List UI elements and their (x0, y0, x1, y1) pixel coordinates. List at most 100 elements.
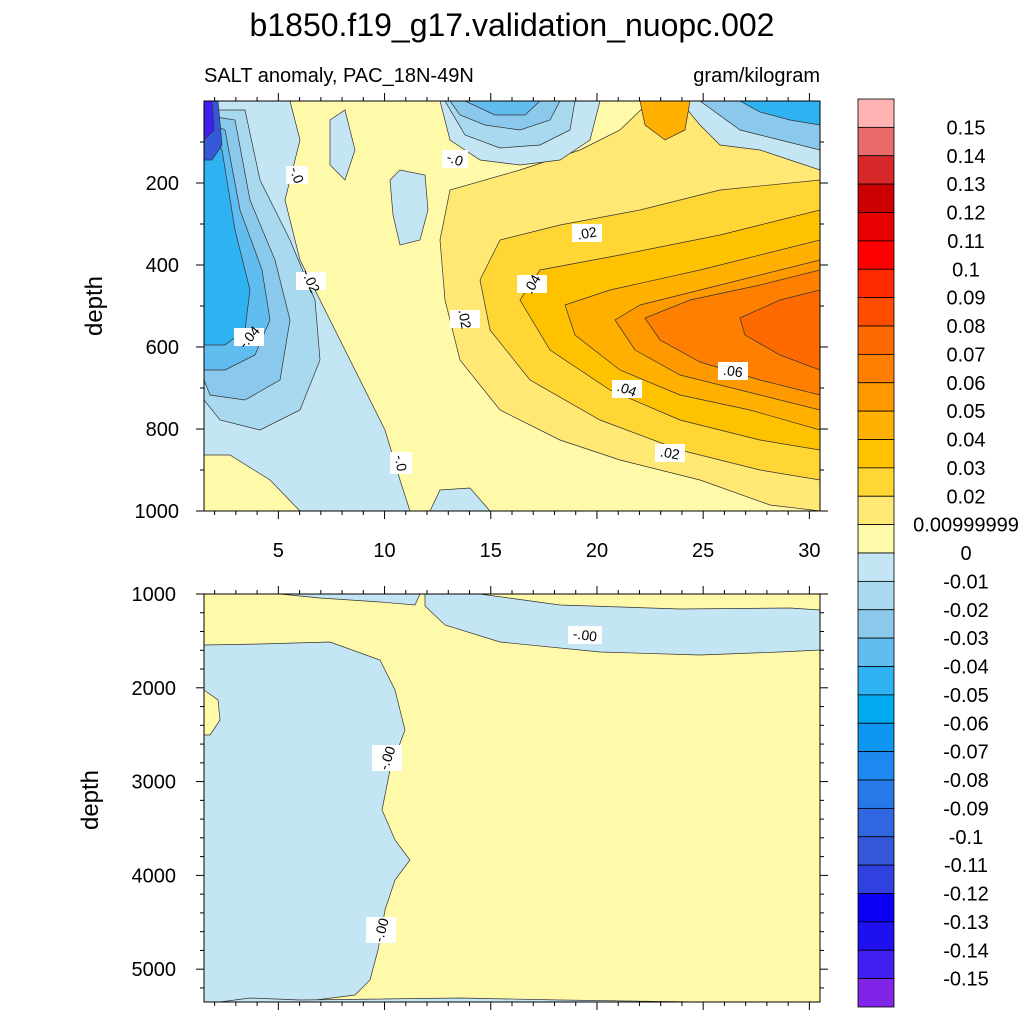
colorbar-swatch (857, 779, 895, 809)
colorbar-swatch (857, 297, 895, 327)
svg-text:-.00: -.00 (572, 625, 598, 644)
x-tick-label: 10 (373, 540, 395, 562)
colorbar-swatch (857, 353, 895, 384)
colorbar-label: 0.05 (947, 401, 986, 423)
colorbar-swatch (857, 155, 895, 185)
chart-subtitle-left: SALT anomaly, PAC_18N-49N (204, 65, 474, 87)
colorbar-swatch (857, 836, 895, 866)
top-y-axis-label: depth (81, 276, 108, 336)
colorbar-swatch (857, 552, 895, 582)
x-tick-label: 25 (692, 540, 714, 562)
colorbar-swatch (857, 240, 895, 270)
svg-text:.02: .02 (659, 443, 681, 462)
colorbar-label: 0.11 (947, 231, 984, 253)
y-tick-label: 5000 (132, 959, 177, 981)
colorbar-swatch (857, 807, 895, 838)
contour-band (644, 269, 820, 396)
colorbar-label: 0 (960, 543, 971, 565)
colorbar-label: -0.09 (943, 798, 989, 820)
colorbar-label: 0.06 (947, 373, 986, 395)
colorbar-swatch (857, 495, 895, 526)
colorbar-label: 0.13 (947, 174, 986, 196)
contour-label: .04 (612, 378, 642, 400)
contour-band (204, 124, 251, 346)
colorbar-swatch (857, 98, 895, 128)
contour-band (464, 101, 541, 116)
colorbar-label: 0.03 (947, 458, 986, 480)
colorbar-swatch (857, 893, 895, 923)
colorbar-label: 0.07 (947, 344, 986, 366)
contour-label: -.00 (568, 625, 602, 645)
colorbar-swatch (857, 864, 895, 894)
colorbar-label: -0.01 (943, 571, 989, 593)
contour-label: .02 (572, 223, 602, 243)
colorbar-label: -0.15 (943, 969, 989, 991)
bottom-y-axis-label: depth (77, 770, 104, 830)
svg-text:-.00: -.00 (370, 916, 392, 944)
x-tick-label: 15 (480, 540, 502, 562)
svg-text:.04: .04 (615, 378, 639, 400)
colorbar-label: 0.09 (947, 288, 986, 310)
colorbar-label: 0.02 (947, 486, 986, 508)
svg-text:.02: .02 (576, 223, 598, 242)
colorbar-swatch (857, 580, 895, 611)
y-tick-label: 1000 (132, 584, 177, 606)
y-tick-label: 400 (146, 255, 179, 277)
colorbar-swatch (857, 524, 895, 554)
contour-band (204, 689, 221, 736)
y-tick-label: 3000 (132, 772, 177, 794)
colorbar-swatch (857, 637, 895, 667)
colorbar-label: -0.11 (944, 855, 988, 877)
contour-band (639, 101, 691, 141)
colorbar-label: 0.1 (952, 259, 980, 281)
y-tick-label: 800 (146, 419, 179, 441)
colorbar-label: -0.13 (943, 912, 989, 934)
colorbar-swatch (857, 439, 895, 469)
x-tick-label: 20 (586, 540, 608, 562)
contour-band (279, 594, 421, 606)
colorbar-label: -0.14 (943, 940, 989, 962)
svg-text:.06: .06 (722, 362, 744, 381)
colorbar-label: 0.08 (947, 316, 986, 338)
contour-band (219, 997, 701, 1002)
top-contour-fill (204, 101, 820, 511)
contour-band (739, 101, 820, 126)
bottom-panel: -.00 -.00 -.00 depth 1000 2000 3000 4000 500… (77, 584, 828, 1010)
x-tick-label: 30 (798, 540, 820, 562)
bottom-contour-fill (204, 594, 820, 1002)
colorbar-label: -0.1 (949, 827, 983, 849)
contour-band (204, 101, 215, 141)
chart-title: b1850.f19_g17.validation_nuopc.002 (250, 7, 775, 43)
contour-band (329, 109, 356, 181)
y-tick-label: 4000 (132, 865, 177, 887)
colorbar-swatch (857, 382, 895, 412)
contour-band (389, 169, 429, 246)
svg-text:-.00: -.00 (375, 744, 398, 772)
colorbar-swatch (857, 751, 895, 781)
colorbar-label: -0.08 (943, 770, 989, 792)
contour-label: .02 (655, 443, 685, 463)
svg-text:.02: .02 (455, 308, 474, 330)
contour-label: -.0 (442, 149, 468, 169)
colorbar-label: 0.14 (947, 146, 986, 168)
contour-band (204, 454, 301, 511)
contour-band (429, 487, 491, 511)
svg-text:-.0: -.0 (392, 454, 411, 473)
colorbar-label: -0.06 (943, 713, 989, 735)
y-tick-label: 1000 (135, 501, 180, 523)
contour-label: .06 (718, 362, 748, 381)
contour-band (204, 641, 411, 1002)
colorbar-swatch (857, 722, 895, 753)
colorbar-swatch (857, 183, 895, 213)
colorbar-label: -0.02 (943, 600, 989, 622)
contour-band (430, 594, 820, 610)
colorbar-swatch (857, 325, 895, 355)
colorbar-label: -0.03 (943, 628, 989, 650)
contour-band (739, 289, 820, 371)
colorbar-swatch (857, 921, 895, 951)
colorbar-swatch (857, 212, 895, 242)
contour-label: .02 (450, 308, 480, 330)
y-tick-label: 200 (146, 173, 179, 195)
colorbar-label: 0.04 (947, 430, 986, 452)
